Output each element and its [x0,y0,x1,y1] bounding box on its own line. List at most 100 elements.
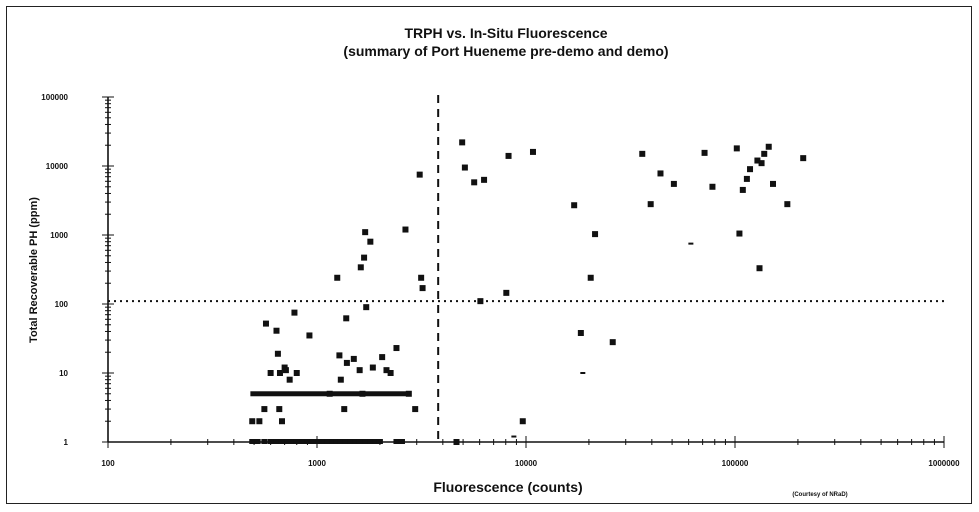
data-point [379,354,386,361]
x-axis-label: Fluorescence (counts) [433,479,582,495]
data-point [356,367,363,374]
chart-subtitle: (summary of Port Hueneme pre-demo and de… [343,43,668,59]
data-point [341,406,348,413]
data-point [286,376,293,383]
data-point [754,157,761,164]
data-point [416,171,423,178]
data-point [367,238,374,245]
data-point [477,298,484,305]
data-point [609,339,616,346]
data-point-floor [309,439,316,444]
data-point [361,254,368,261]
chart-title: TRPH vs. In-Situ Fluorescence [404,25,607,41]
data-point-minor [580,372,586,374]
data-point [405,390,412,397]
data-point-floor [362,439,369,444]
data-point-floor [372,439,379,444]
data-point-floor [324,439,331,444]
data-point [784,201,791,208]
data-point [761,150,768,157]
data-point-floor [289,439,296,444]
x-tick-label: 1000 [308,459,326,468]
data-point [739,186,746,193]
data-point [419,285,426,292]
y-tick-label: 10000 [46,162,69,171]
data-point-cluster [250,391,408,397]
data-point [756,265,763,272]
data-point [278,418,285,425]
data-point [571,202,578,209]
data-point [369,364,376,371]
data-point [529,148,536,155]
data-point [362,229,369,236]
data-point [461,164,468,171]
data-point [293,370,300,376]
data-point [249,418,256,425]
chart-frame [6,6,972,504]
data-point-floor [261,439,268,444]
data-point-floor [356,439,363,444]
data-point [383,367,390,374]
y-axis-label: Total Recoverable PH (ppm) [28,197,40,343]
data-point [503,289,510,296]
data-point [291,309,298,316]
data-point [701,149,708,156]
data-point [758,160,765,167]
data-point-floor [304,439,311,444]
data-point-floor [284,439,291,444]
data-point [592,231,599,238]
data-point [418,274,425,281]
data-point [481,176,488,183]
data-point-floor [342,439,349,444]
data-point-floor [319,439,326,444]
data-point [306,332,313,339]
data-point-floor [278,439,285,444]
data-point-floor [273,439,280,444]
data-point [471,179,478,186]
data-point [647,201,654,208]
data-point [733,145,740,152]
data-point [577,329,584,336]
data-point-floor [329,439,336,444]
data-point [276,370,283,376]
data-point [747,166,754,173]
x-tick-label: 100000 [722,459,749,468]
data-point [363,304,370,311]
data-point [519,418,526,425]
data-point [765,143,772,150]
data-point [587,274,594,281]
data-point-floor [393,439,400,444]
data-point [657,170,664,177]
data-point [709,183,716,190]
data-point [670,180,677,187]
x-tick-label: 100 [101,459,115,468]
data-point-floor [314,439,320,444]
data-point-minor [511,435,517,438]
data-point [262,320,269,327]
x-tick-label: 10000 [515,459,538,468]
data-point-floor [293,439,300,444]
y-tick-label: 1000 [50,231,68,240]
data-point [256,418,263,425]
data-point [412,406,419,413]
data-point [736,230,743,237]
data-point-minor [688,242,694,245]
data-point [343,315,350,322]
data-point-floor [333,439,340,444]
y-tick-label: 100000 [41,93,68,102]
data-point [343,359,350,366]
data-point-floor [254,439,261,444]
data-point-floor [267,439,274,444]
data-point [282,367,289,374]
data-point [393,345,400,352]
data-point [276,406,283,413]
data-point [334,274,341,281]
credit-text: (Courtesy of NRaD) [792,492,847,498]
data-point [743,175,750,182]
data-point [459,139,466,146]
data-point-floor [352,439,359,444]
data-point-floor [337,439,344,444]
data-point [800,155,807,162]
data-point-floor [398,439,405,444]
